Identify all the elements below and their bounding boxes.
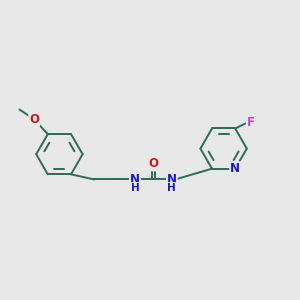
Text: O: O (148, 158, 158, 170)
Text: H: H (130, 183, 140, 193)
Text: O: O (29, 113, 39, 126)
Text: N: N (167, 173, 177, 186)
Text: H: H (167, 183, 176, 193)
Text: N: N (230, 162, 240, 175)
Text: N: N (130, 173, 140, 186)
Text: F: F (247, 116, 255, 129)
